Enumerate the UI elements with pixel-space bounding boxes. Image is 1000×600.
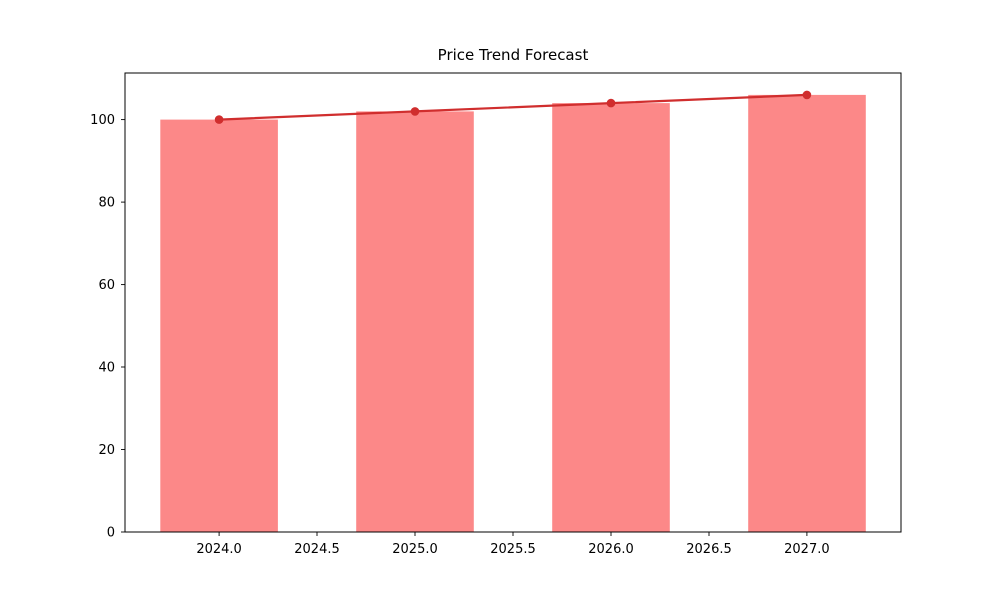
data-point-marker-2027: [802, 90, 812, 100]
x-tick-label: 2026.5: [686, 542, 732, 557]
x-tick-label: 2025.5: [490, 542, 536, 557]
bar-2026: [552, 103, 670, 532]
y-tick-label: 40: [98, 361, 115, 376]
data-point-marker-2025: [410, 107, 420, 116]
data-point-marker-2024: [214, 115, 224, 124]
y-tick-label: 20: [98, 443, 115, 458]
y-tick-label: 80: [98, 196, 115, 211]
x-tick-label: 2026.0: [588, 542, 634, 557]
chart-title: Price Trend Forecast: [437, 46, 589, 64]
y-tick-label: 60: [98, 278, 115, 293]
y-tick-label: 0: [107, 526, 115, 541]
x-tick-label: 2025.0: [392, 542, 438, 557]
x-tick-label: 2024.5: [294, 542, 340, 557]
data-point-marker-2026: [606, 98, 616, 108]
bar-2024: [160, 119, 278, 532]
x-tick-label: 2024.0: [196, 542, 242, 557]
trend-line: [218, 93, 809, 121]
bar-2027: [748, 94, 866, 533]
y-tick-label: 100: [90, 113, 115, 128]
bar-2025: [356, 111, 474, 533]
x-tick-label: 2027.0: [784, 542, 830, 557]
